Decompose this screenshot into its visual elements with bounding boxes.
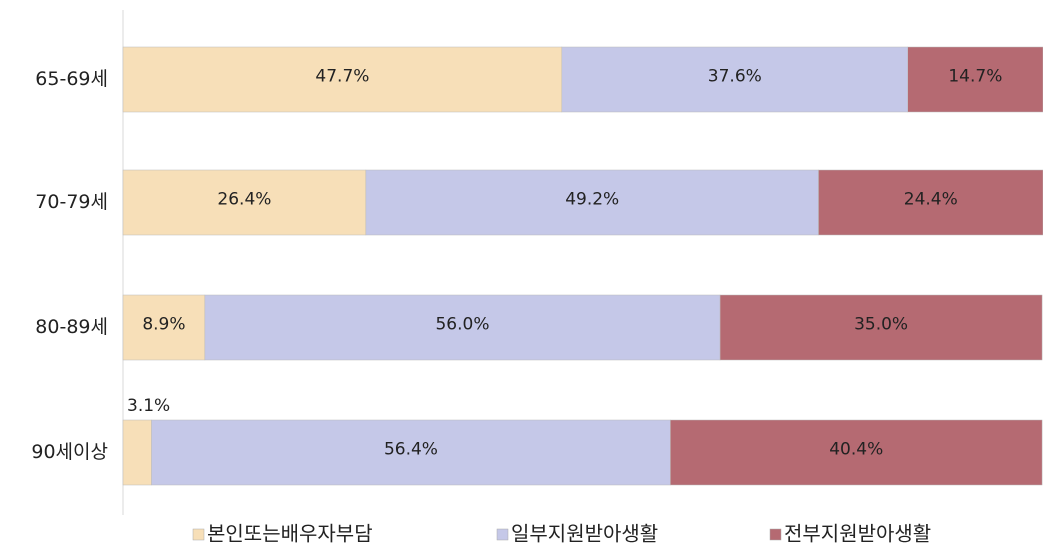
data-label: 14.7% <box>948 67 1002 87</box>
legend-swatch <box>769 528 782 541</box>
legend-swatch <box>192 528 205 541</box>
data-label: 24.4% <box>904 190 958 210</box>
legend-label: 본인또는배우자부담 <box>207 522 373 546</box>
data-label: 40.4% <box>829 440 883 460</box>
bar-segment <box>122 46 563 113</box>
legend-label: 전부지원받아생활 <box>784 522 931 546</box>
y-tick-label: 70-79세 <box>35 191 108 213</box>
data-label: 35.0% <box>854 315 908 335</box>
bar-segment <box>818 169 1043 236</box>
data-label: 8.9% <box>142 315 185 335</box>
legend-swatch <box>496 528 509 541</box>
data-label: 49.2% <box>565 190 619 210</box>
bar-segment <box>122 419 152 486</box>
y-tick-label: 80-89세 <box>35 316 108 338</box>
bar-segment <box>204 294 721 361</box>
data-label: 37.6% <box>708 67 762 87</box>
y-tick-label: 65-69세 <box>35 68 108 90</box>
data-label: 56.4% <box>384 440 438 460</box>
bar-segment <box>719 294 1043 361</box>
bar-segment <box>122 294 206 361</box>
bar-segment <box>151 419 671 486</box>
bar-segment <box>122 169 367 236</box>
legend-label: 일부지원받아생활 <box>511 522 658 546</box>
y-tick-label: 90세이상 <box>31 441 108 463</box>
bar-segment <box>670 419 1043 486</box>
bar-segment <box>907 46 1043 113</box>
data-label: 47.7% <box>315 67 369 87</box>
bar-segment <box>561 46 909 113</box>
data-label: 3.1% <box>127 396 170 416</box>
data-label: 56.0% <box>435 315 489 335</box>
data-label: 26.4% <box>217 190 271 210</box>
